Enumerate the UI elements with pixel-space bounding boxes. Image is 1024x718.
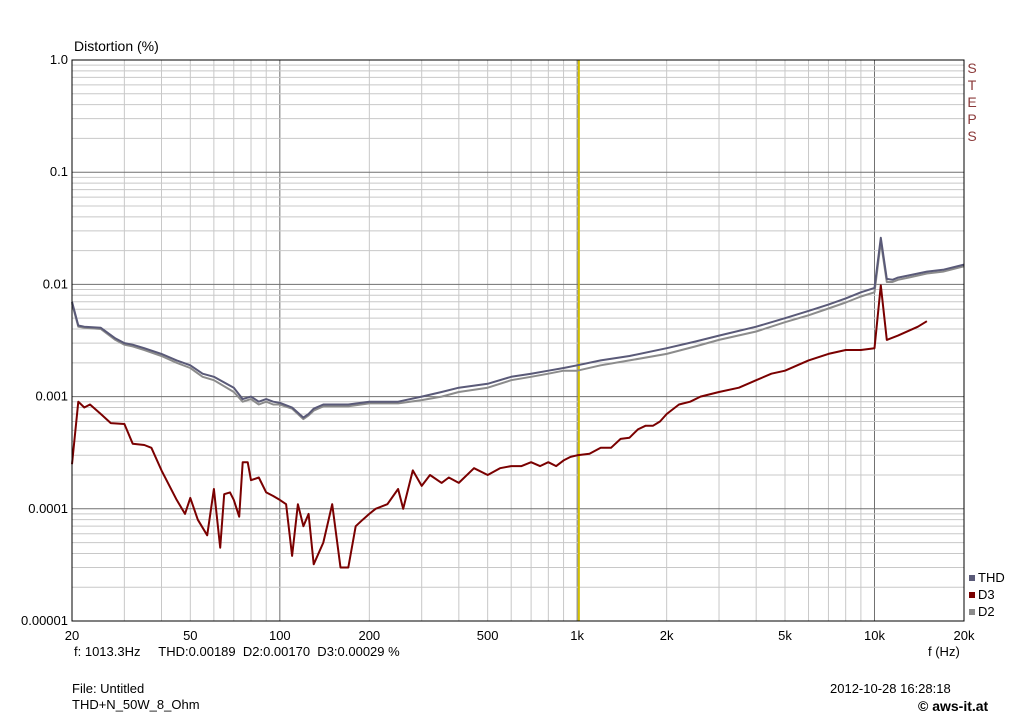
steps-letter: E [967, 94, 977, 110]
legend-swatch [969, 608, 975, 615]
y-tick-label: 1.0 [50, 52, 68, 67]
series-d3-line [71, 284, 928, 569]
x-tick-label: 10k [864, 628, 885, 643]
x-tick-label: 20k [954, 628, 975, 643]
steps-letter: S [967, 128, 977, 144]
legend-item-thd: THD [969, 570, 1005, 585]
cursor-readout: f: 1013.3Hz THD:0.00189 D2:0.00170 D3:0.… [74, 644, 400, 659]
y-axis-label: Distortion (%) [74, 38, 159, 54]
steps-letter: T [967, 77, 977, 93]
x-tick-label: 500 [477, 628, 499, 643]
plot-frame [71, 59, 965, 622]
setup-name: THD+N_50W_8_Ohm [72, 697, 200, 712]
x-tick-label: 5k [778, 628, 792, 643]
y-tick-label: 0.00001 [21, 613, 68, 628]
steps-letter: P [967, 111, 977, 127]
x-tick-label: 2k [660, 628, 674, 643]
series-d2-line [71, 240, 965, 421]
legend-swatch [969, 574, 975, 581]
legend-label: D3 [978, 587, 995, 602]
steps-letter: S [967, 60, 977, 76]
series-lines [71, 236, 965, 569]
x-tick-label: 20 [65, 628, 79, 643]
legend-label: THD [978, 570, 1005, 585]
x-tick-label: 50 [183, 628, 197, 643]
legend-item-d3: D3 [969, 587, 995, 602]
legend-swatch [969, 591, 975, 598]
x-axis-label: f (Hz) [928, 644, 960, 659]
tick-labels: 20 50 100 200 500 1k 2k 5k 10k 20k 1.0 0.1 0.01 0.001… [21, 52, 975, 643]
timestamp: 2012-10-28 16:28:18 [830, 681, 951, 696]
grid [71, 60, 965, 622]
file-name: File: Untitled [72, 681, 145, 696]
y-tick-label: 0.001 [35, 389, 68, 404]
y-tick-label: 0.01 [43, 276, 68, 291]
series-thd-line [71, 236, 965, 419]
copyright: © aws-it.at [918, 698, 989, 714]
x-tick-label: 100 [269, 628, 291, 643]
legend-label: D2 [978, 604, 995, 619]
x-tick-label: 1k [570, 628, 584, 643]
legend-item-d2: D2 [969, 604, 995, 619]
x-tick-label: 200 [358, 628, 380, 643]
y-tick-label: 0.0001 [28, 501, 68, 516]
y-tick-label: 0.1 [50, 164, 68, 179]
